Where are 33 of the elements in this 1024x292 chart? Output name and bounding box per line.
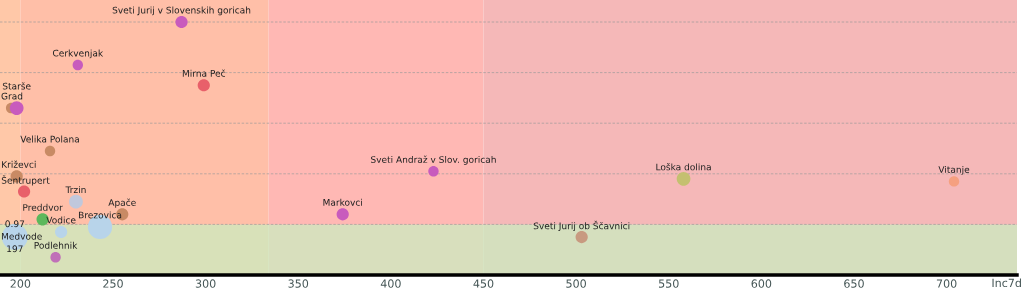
annotation: Križevci — [2, 160, 36, 168]
x-tick-label: 450 — [473, 279, 494, 288]
x-tick-label: 350 — [288, 279, 309, 288]
x-tick-label: 200 — [10, 279, 31, 288]
x-tick-label: 400 — [380, 279, 401, 288]
x-tick-label: 250 — [103, 279, 123, 288]
annotation: Preddvor — [23, 203, 63, 211]
annotation: Markovci — [323, 198, 362, 206]
annotation: Grad — [1, 92, 23, 100]
annotation: 197 — [7, 245, 23, 253]
annotation: Sveti Jurij v Slovenskih goricah — [112, 6, 251, 16]
annotation: Šentrupert — [1, 175, 50, 186]
annotation: Apače — [108, 198, 136, 208]
annotation: Loška dolina — [656, 163, 711, 171]
x-tick-label: 500 — [566, 279, 586, 288]
x-tick-label: 600 — [751, 279, 772, 288]
x-tick-label: 550 — [658, 279, 679, 288]
annotation: Vitanje — [938, 165, 970, 175]
annotation: Medvode — [1, 232, 42, 240]
x-axis-title: Inc7d — [992, 278, 1021, 288]
annotation: Velika Polana — [20, 135, 79, 143]
annotation: Cerkvenjak — [52, 49, 104, 59]
annotation: Trzin — [65, 186, 86, 194]
x-tick-label: 650 — [844, 279, 864, 288]
annotation: 0.97 — [5, 220, 25, 228]
annotation: Brezovica — [78, 211, 122, 219]
annotation: Mirna Peč — [182, 69, 226, 77]
annotation: Starše — [2, 82, 31, 90]
annotation: Podlehnik — [34, 241, 78, 249]
annotation: Sveti Andraž v Slov. goricah — [371, 155, 496, 165]
x-tick-label: 300 — [195, 279, 216, 288]
x-tick-label: 700 — [936, 279, 957, 288]
annotation: Sveti Jurij ob Ščavnici — [533, 220, 630, 232]
